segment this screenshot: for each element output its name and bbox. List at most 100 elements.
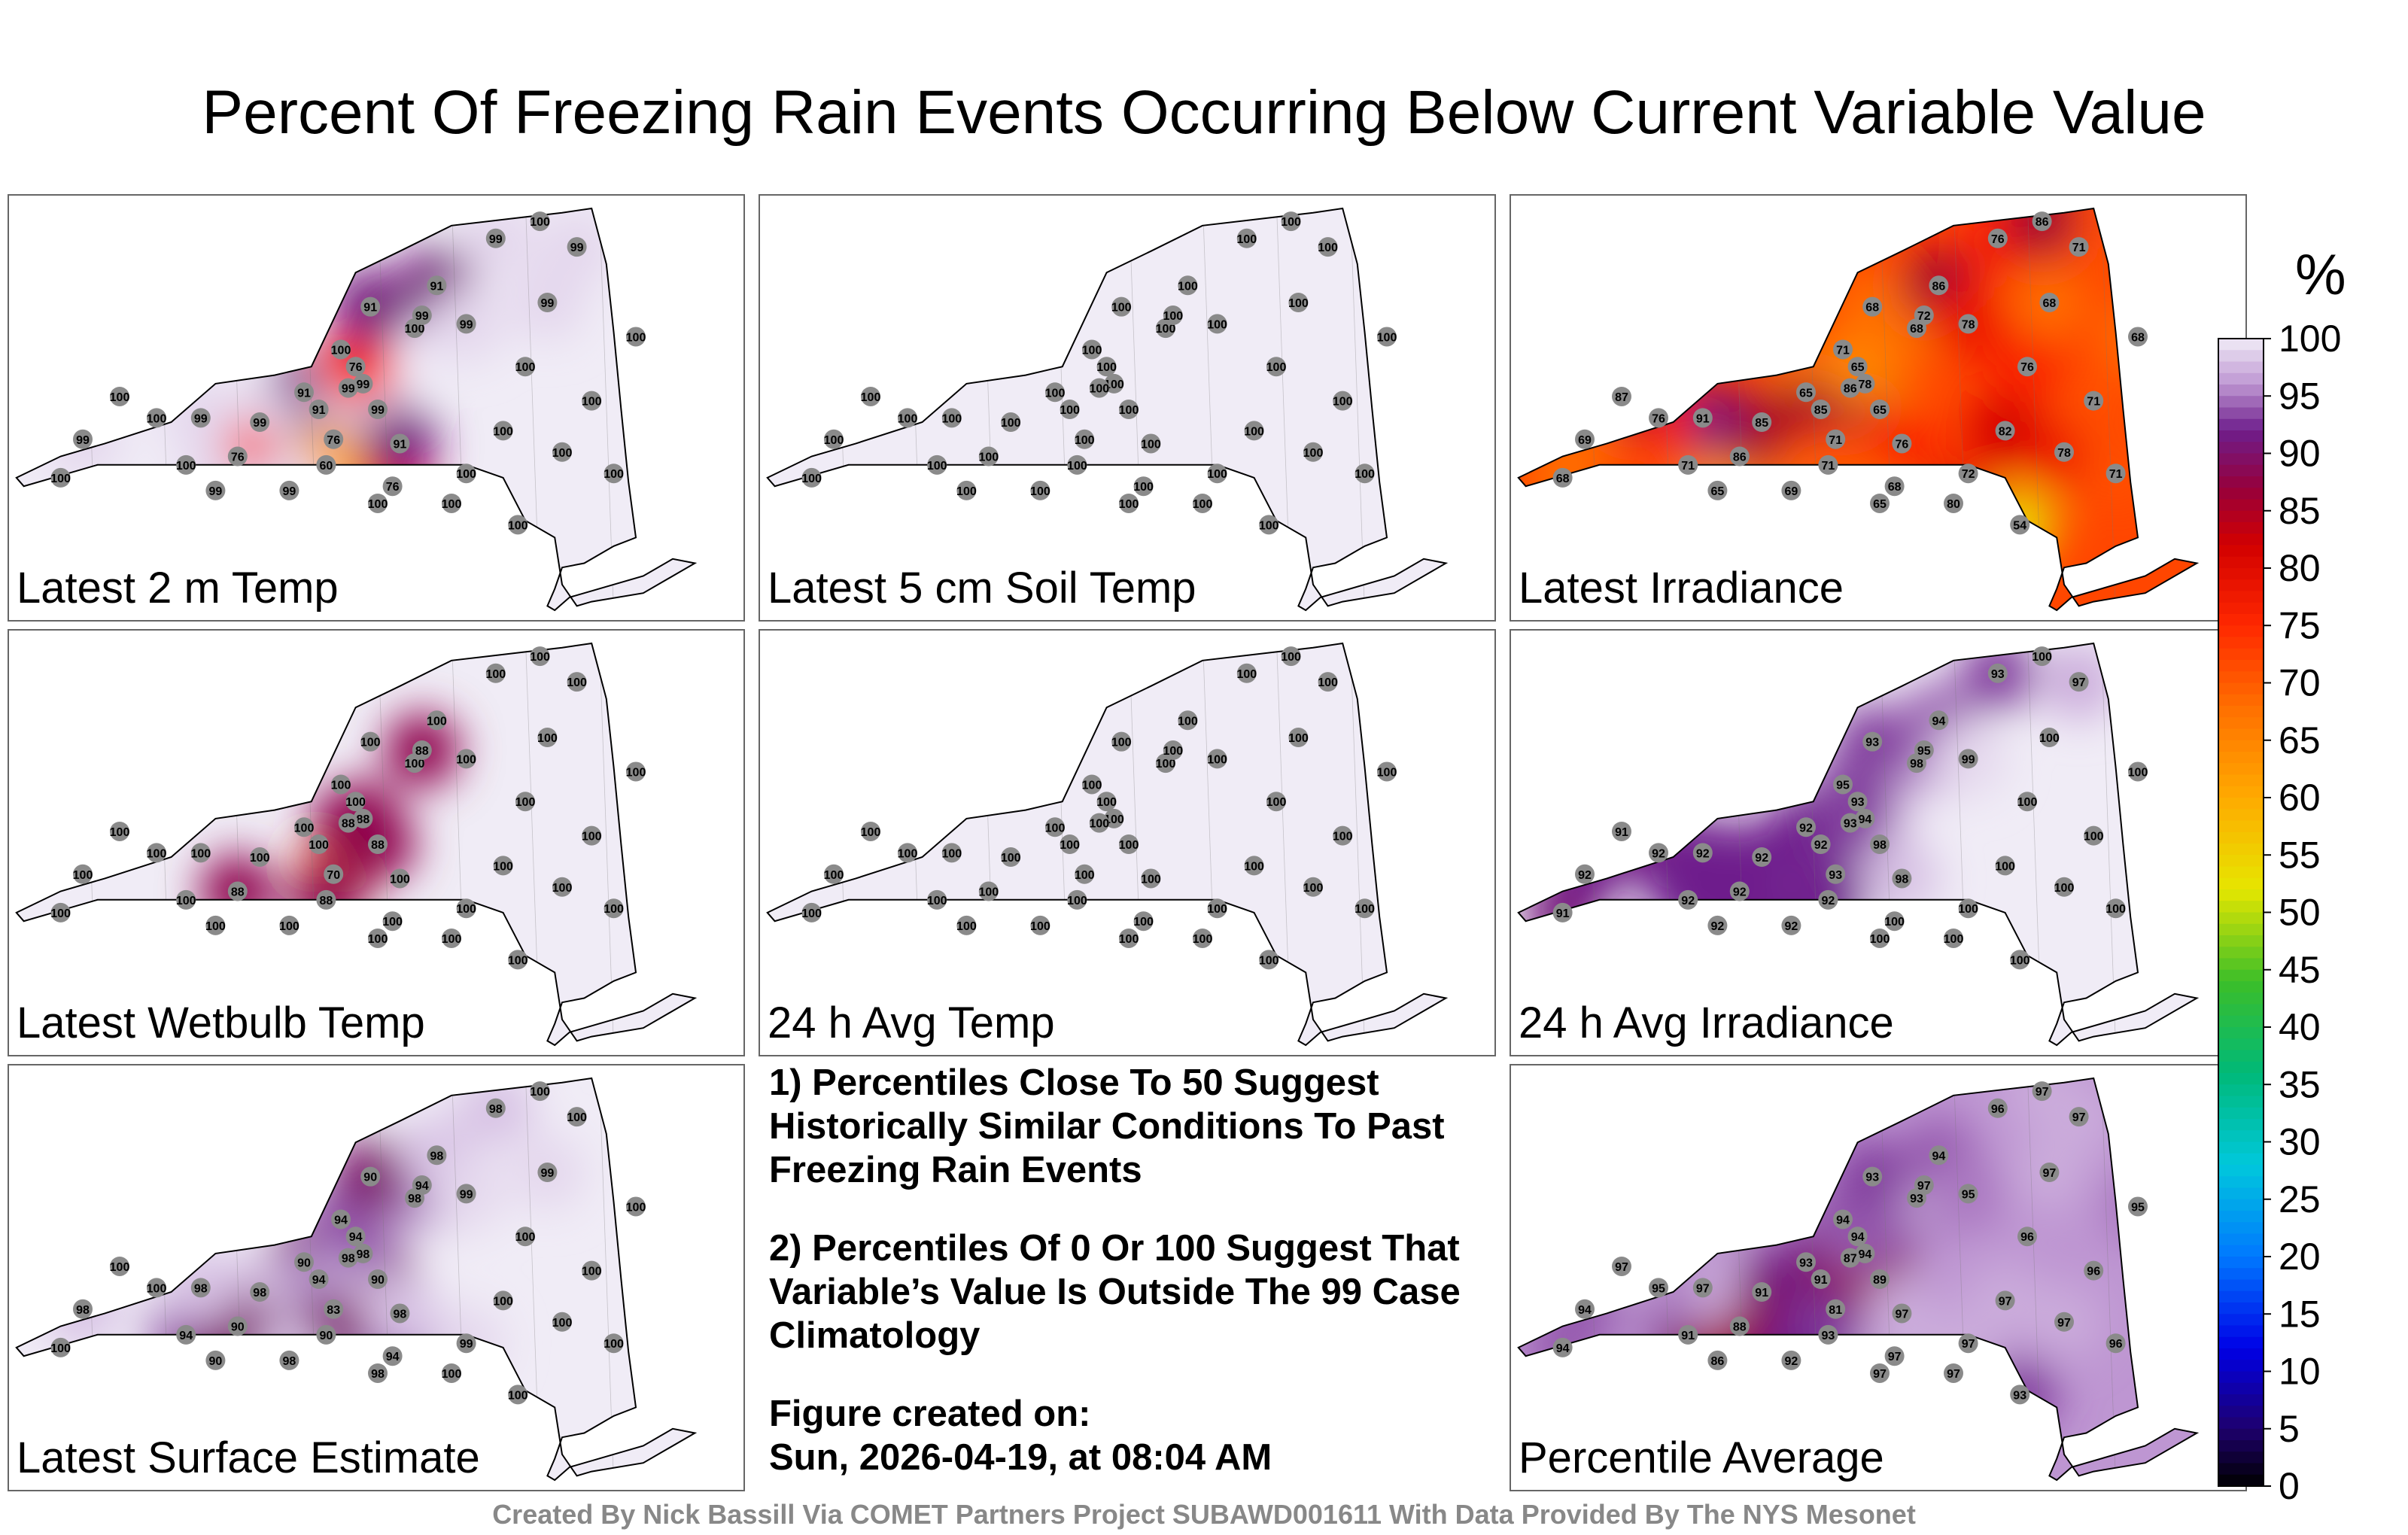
station-marker: 100: [626, 1196, 646, 1217]
station-value: 93: [1799, 1257, 1813, 1269]
station-value: 100: [1178, 715, 1198, 728]
station-value: 97: [1962, 1338, 1975, 1351]
station-value: 100: [1207, 753, 1227, 766]
station-dot: [493, 1290, 513, 1311]
station-marker: 90: [227, 1316, 248, 1336]
map-svg: 100 100 100 100 100 100 100 100 100 100 100 100 100 1…: [766, 207, 1449, 612]
station-dot: [493, 856, 513, 876]
county-line: [82, 643, 99, 1045]
station-marker: 100: [73, 864, 93, 884]
station-value: 93: [1822, 1330, 1835, 1342]
station-marker: 100: [1067, 454, 1087, 475]
station-dot: [2017, 357, 2037, 377]
station-dot: [427, 1145, 447, 1166]
station-dot: [1678, 889, 1698, 910]
station-marker: 91: [1612, 821, 1631, 841]
station-value: 100: [2032, 651, 2052, 664]
station-dot: [1796, 1252, 1816, 1272]
colorbar-band: [2218, 1038, 2264, 1051]
station-dot: [324, 429, 344, 449]
station-dot: [1811, 400, 1831, 419]
station-dot: [1096, 357, 1117, 377]
station-value: 100: [515, 1231, 536, 1244]
station-value: 100: [2054, 882, 2075, 895]
station-marker: 100: [824, 864, 844, 884]
colorbar-band: [2218, 1015, 2264, 1028]
station-value: 94: [349, 1231, 363, 1244]
station-marker: 100: [294, 817, 315, 837]
station-value: 100: [442, 1368, 462, 1381]
station-dot: [1796, 817, 1816, 837]
station-marker: 91: [294, 382, 314, 403]
colorbar-band: [2218, 1141, 2264, 1154]
station-value: 100: [1163, 745, 1183, 758]
station-value: 81: [1829, 1304, 1842, 1317]
station-marker: 76: [1987, 228, 2008, 248]
station-value: 93: [1991, 668, 2005, 681]
station-dot: [978, 446, 999, 467]
station-marker: 94: [1929, 1145, 1949, 1166]
station-value: 90: [371, 1274, 385, 1287]
station-value: 97: [1896, 1308, 1909, 1321]
station-dot: [1847, 357, 1868, 377]
station-marker: 98: [1892, 868, 1912, 889]
station-marker: 86: [1707, 1350, 1728, 1370]
station-dot: [1944, 1363, 1963, 1383]
station-value: 100: [294, 822, 315, 834]
station-value: 92: [1822, 895, 1835, 907]
station-marker: 98: [73, 1299, 93, 1319]
station-marker: 93: [1987, 663, 2008, 683]
station-marker: 100: [147, 1278, 166, 1298]
station-dot: [2084, 391, 2104, 411]
station-marker: 100: [515, 792, 535, 812]
station-marker: 94: [1855, 1243, 1875, 1263]
station-value: 71: [1681, 460, 1695, 473]
station-marker: 100: [2054, 877, 2075, 897]
colorbar-band: [2218, 614, 2264, 627]
station-marker: 100: [1060, 400, 1080, 419]
station-marker: 99: [537, 293, 558, 312]
station-marker: 100: [1030, 915, 1050, 935]
station-dot: [1259, 950, 1279, 970]
station-marker: 99: [73, 429, 93, 449]
station-value: 100: [2084, 831, 2104, 843]
state-outline: [766, 642, 1449, 1047]
colorbar-tick-label: 20: [2279, 1236, 2321, 1278]
station-value: 100: [1045, 387, 1066, 400]
station-marker: 100: [147, 843, 166, 863]
station-marker: 97: [1870, 1363, 1890, 1383]
station-marker: 100: [1288, 293, 1309, 312]
colorbar-band: [2218, 694, 2264, 707]
station-value: 100: [1141, 438, 1161, 451]
colorbar-band: [2218, 1187, 2264, 1200]
station-dot: [368, 400, 388, 419]
station-dot: [1281, 646, 1301, 667]
station-value: 100: [176, 895, 196, 907]
station-value: 92: [1681, 895, 1695, 907]
station-dot: [1796, 382, 1816, 403]
station-dot: [1855, 373, 1875, 394]
station-value: 100: [1244, 860, 1264, 873]
station-dot: [324, 864, 344, 884]
station-dot: [2010, 515, 2030, 535]
station-marker: 100: [824, 429, 844, 449]
station-value: 99: [253, 417, 266, 430]
station-marker: 100: [1207, 314, 1227, 334]
station-marker: 78: [1958, 314, 1978, 334]
station-marker: 92: [1781, 1350, 1801, 1370]
station-marker: 100: [927, 454, 947, 475]
station-dot: [1752, 1282, 1772, 1302]
station-value: 100: [537, 732, 558, 745]
station-marker: 98: [1870, 834, 1890, 854]
station-marker: 100: [537, 728, 558, 747]
station-value: 100: [1354, 903, 1375, 916]
station-value: 86: [1733, 451, 1747, 464]
state-outline: [1517, 642, 2200, 1047]
colorbar-band: [2218, 625, 2264, 638]
station-marker: 100: [2105, 898, 2126, 919]
station-dot: [1377, 327, 1397, 347]
station-dot: [1944, 493, 1963, 513]
station-marker: 71: [1833, 339, 1853, 360]
station-value: 94: [1851, 1231, 1865, 1244]
station-marker: 97: [1612, 1256, 1631, 1276]
